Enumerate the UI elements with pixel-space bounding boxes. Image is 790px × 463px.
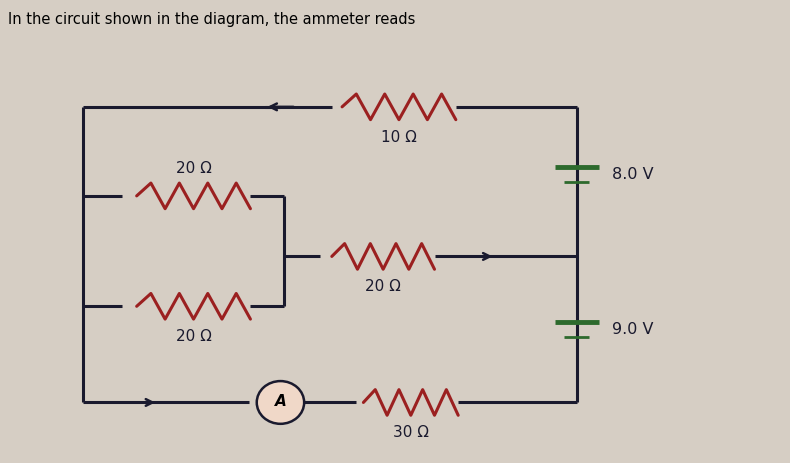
Text: In the circuit shown in the diagram, the ammeter reads: In the circuit shown in the diagram, the… (8, 12, 416, 26)
Text: A: A (275, 394, 286, 408)
Text: 20 Ω: 20 Ω (365, 279, 401, 294)
Text: 8.0 V: 8.0 V (612, 167, 654, 182)
Text: 20 Ω: 20 Ω (175, 161, 212, 176)
Text: 10 Ω: 10 Ω (381, 130, 417, 144)
Text: 30 Ω: 30 Ω (393, 425, 429, 440)
Circle shape (257, 381, 304, 424)
Text: 20 Ω: 20 Ω (175, 329, 212, 344)
Text: 9.0 V: 9.0 V (612, 322, 654, 337)
